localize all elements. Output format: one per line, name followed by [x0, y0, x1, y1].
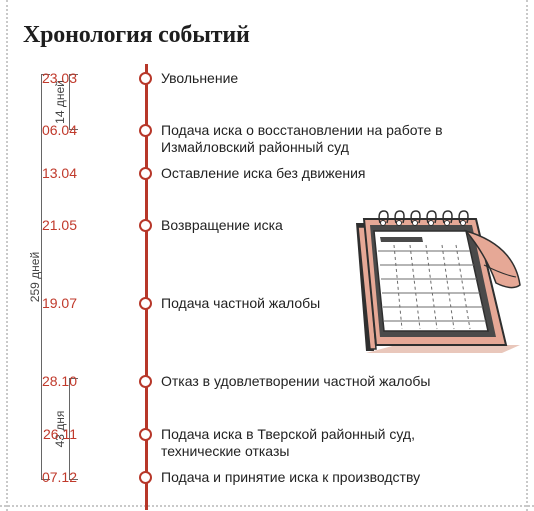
event-marker [139, 375, 152, 388]
timeline-event: 21.05 Возвращение иска [0, 217, 480, 237]
event-marker [139, 219, 152, 232]
event-label: Оставление иска без движения [161, 165, 366, 181]
perforated-edge-right [526, 0, 534, 511]
timeline-event: 23.03 Увольнение [0, 70, 480, 90]
event-marker [139, 72, 152, 85]
event-date: 28.10 [41, 373, 77, 389]
event-marker [139, 124, 152, 137]
event-date: 26.11 [43, 426, 77, 442]
total-span-bracket [41, 74, 50, 480]
timeline-event: 06.04 Подача иска о восстановлении на ра… [0, 122, 480, 156]
event-date: 13.04 [41, 165, 77, 181]
event-label: Подача иска в Тверской районный суд, тех… [161, 426, 415, 459]
calendar-icon [356, 210, 521, 353]
event-marker [139, 428, 152, 441]
last-span-bracket [69, 378, 78, 480]
event-label: Подача частной жалобы [161, 295, 321, 311]
event-label: Увольнение [161, 70, 239, 86]
perforated-edge-bottom [0, 505, 534, 511]
event-label: Подача и принятие иска к производству [161, 469, 421, 485]
timeline-event: 13.04 Оставление иска без движения [0, 165, 480, 185]
event-label: Подача иска о восстановлении на работе в… [161, 122, 443, 155]
timeline-axis [145, 64, 148, 510]
timeline-event: 07.12 Подача и принятие иска к производс… [0, 469, 480, 489]
event-marker [139, 471, 152, 484]
event-marker [139, 297, 152, 310]
event-date: 23.03 [41, 70, 77, 86]
timeline-event: 19.07 Подача частной жалобы [0, 295, 480, 315]
event-date: 19.07 [41, 295, 77, 311]
event-label: Возвращение иска [161, 217, 283, 233]
first-span-bracket [69, 74, 78, 130]
page-title: Хронология событий [23, 22, 250, 48]
event-marker [139, 167, 152, 180]
timeline-event: 26.11 Подача иска в Тверской районный су… [0, 426, 480, 460]
event-label: Отказ в удовлетворении частной жалобы [161, 373, 431, 389]
perforated-edge-left [0, 0, 8, 511]
event-date: 21.05 [41, 217, 77, 233]
timeline-event: 28.10 Отказ в удовлетворении частной жал… [0, 373, 480, 393]
event-date: 07.12 [41, 469, 77, 485]
event-date: 06.04 [41, 122, 77, 138]
